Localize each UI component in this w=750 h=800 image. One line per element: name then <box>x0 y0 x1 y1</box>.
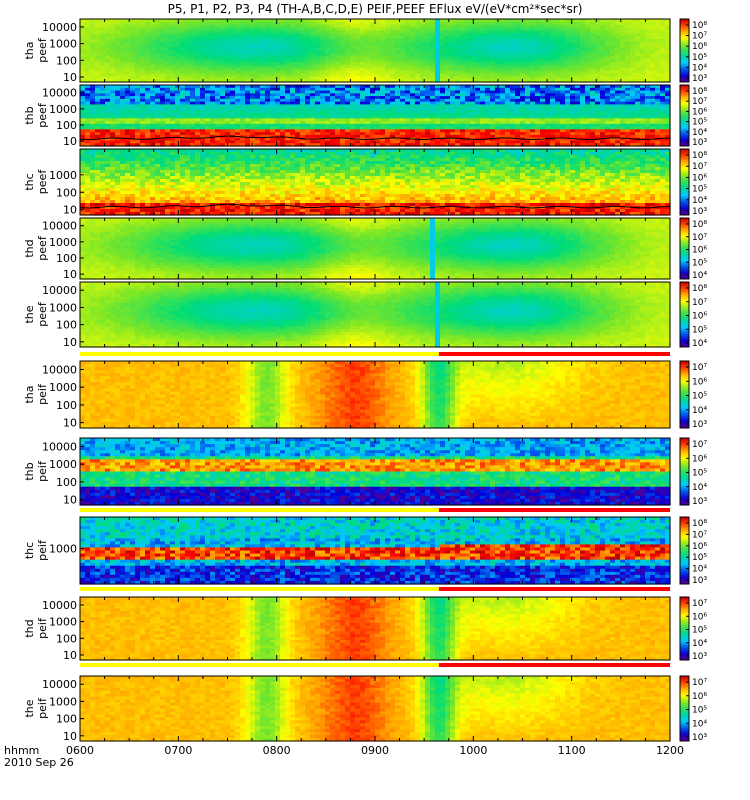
y-tick-label: 10 <box>63 71 77 84</box>
y-tick-label: 1000 <box>49 38 77 51</box>
spectrogram-panels: 10000 1000 100 10 tha peef 10⁸10⁷10⁶10⁵10⁴10³1… <box>23 19 707 743</box>
figure-title: P5, P1, P2, P3, P4 (TH-A,B,C,D,E) PEIF,P… <box>168 2 583 16</box>
colorbar-tick-label: 10⁸ <box>692 21 707 31</box>
colorbar-tick-label: 10⁵ <box>692 53 707 63</box>
colorbar-tick-label: 10⁴ <box>692 63 707 73</box>
y-axis-label-product: peef <box>36 37 49 63</box>
y-tick-label: 10000 <box>42 21 77 34</box>
colorbar-tick-label: 10⁷ <box>692 32 707 42</box>
y-tick-label: 100 <box>56 54 77 67</box>
colorbar-tick-label: 10³ <box>692 74 707 84</box>
colorbar <box>680 19 689 82</box>
y-axis-label-probe: tha <box>23 41 36 59</box>
colorbar-tick-label: 10⁶ <box>692 42 707 52</box>
